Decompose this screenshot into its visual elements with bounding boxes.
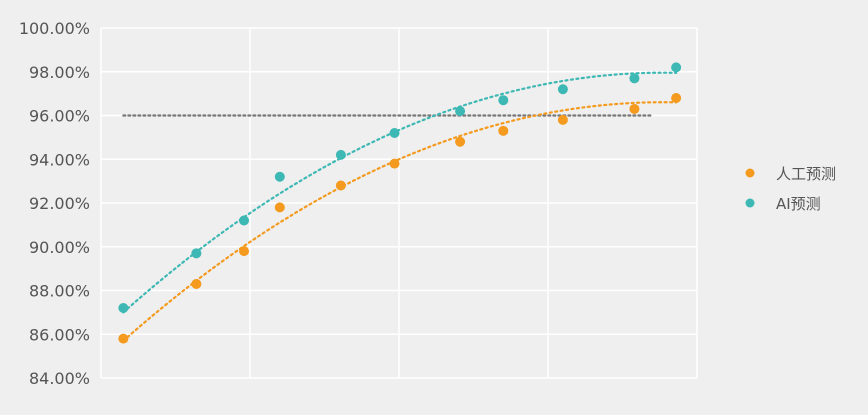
trendline-ai <box>122 71 678 314</box>
data-point <box>389 128 400 138</box>
y-tick-label: 94.00% <box>29 150 90 169</box>
data-point <box>498 95 509 106</box>
data-point <box>557 114 568 125</box>
data-point <box>629 73 640 84</box>
data-point <box>557 84 568 95</box>
series-ai <box>118 62 682 313</box>
data-point <box>118 303 129 313</box>
legend-marker <box>745 168 755 178</box>
data-point <box>191 248 202 259</box>
y-tick-label: 96.00% <box>29 107 90 126</box>
y-tick-label: 98.00% <box>29 63 90 82</box>
data-point <box>455 106 466 117</box>
y-tick-label: 100.00% <box>19 19 90 38</box>
series-manual <box>118 93 682 344</box>
y-tick-label: 92.00% <box>29 194 90 213</box>
legend-label: 人工预测 <box>776 165 836 183</box>
data-point <box>191 278 202 289</box>
data-point <box>335 180 346 191</box>
data-point <box>629 103 640 114</box>
data-point <box>118 333 129 344</box>
data-point <box>498 125 509 136</box>
legend-marker <box>745 198 755 208</box>
y-tick-label: 84.00% <box>29 369 90 388</box>
data-point <box>671 93 682 103</box>
data-point <box>274 202 285 213</box>
legend-label: AI预测 <box>776 195 821 213</box>
data-point <box>335 149 346 160</box>
data-point <box>671 62 682 73</box>
y-axis-ticks: 100.00% 98.00% 96.00% 94.00% 92.00% 90.00% 88.… <box>19 19 90 388</box>
data-point <box>274 171 285 182</box>
data-point <box>239 246 250 257</box>
legend: 人工预测 AI预测 <box>745 165 836 213</box>
y-tick-label: 90.00% <box>29 238 90 257</box>
grid-lines <box>100 27 698 379</box>
data-point <box>455 136 466 147</box>
trendline-manual <box>122 101 678 342</box>
y-tick-label: 86.00% <box>29 325 90 344</box>
data-point <box>389 158 400 169</box>
y-tick-label: 88.00% <box>29 282 90 301</box>
data-point <box>239 215 250 226</box>
